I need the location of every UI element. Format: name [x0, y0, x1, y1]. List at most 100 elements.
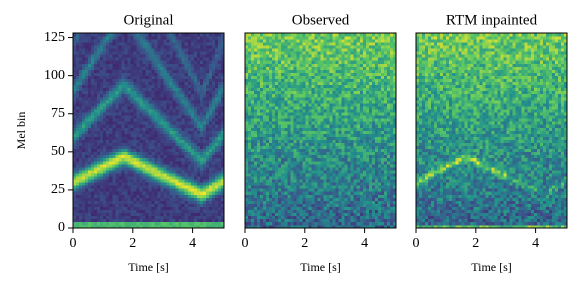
cell	[176, 146, 179, 149]
cell	[293, 70, 296, 73]
cell	[142, 60, 145, 63]
cell	[327, 213, 330, 216]
cell	[254, 161, 257, 164]
cell	[251, 103, 254, 106]
cell	[308, 185, 311, 188]
cell	[79, 161, 82, 164]
cell	[215, 155, 218, 158]
cell	[164, 134, 167, 137]
cell	[260, 42, 263, 45]
cell	[82, 103, 85, 106]
cell	[215, 67, 218, 70]
cell	[209, 185, 212, 188]
cell	[176, 161, 179, 164]
cell	[142, 137, 145, 140]
cell	[321, 155, 324, 158]
cell	[266, 115, 269, 118]
cell	[185, 124, 188, 127]
cell	[321, 143, 324, 146]
cell	[106, 207, 109, 210]
cell	[103, 36, 106, 39]
cell	[133, 137, 136, 140]
cell	[121, 210, 124, 213]
cell	[167, 57, 170, 60]
cell	[296, 164, 299, 167]
cell	[203, 219, 206, 222]
cell	[260, 170, 263, 173]
cell	[263, 103, 266, 106]
cell	[284, 219, 287, 222]
cell	[127, 76, 130, 79]
cell	[293, 39, 296, 42]
cell	[103, 85, 106, 88]
cell	[200, 118, 203, 121]
cell	[103, 213, 106, 216]
cell	[127, 167, 130, 170]
cell	[182, 36, 185, 39]
cell	[91, 176, 94, 179]
cell	[302, 216, 305, 219]
cell	[158, 82, 161, 85]
cell	[191, 88, 194, 91]
cell	[130, 39, 133, 42]
cell	[112, 213, 115, 216]
cell	[121, 100, 124, 103]
cell	[251, 149, 254, 152]
cell	[290, 191, 293, 194]
cell	[133, 158, 136, 161]
cell	[269, 103, 272, 106]
cell	[218, 73, 221, 76]
cell	[85, 76, 88, 79]
cell	[124, 97, 127, 100]
cell	[272, 73, 275, 76]
cell	[103, 176, 106, 179]
cell	[106, 124, 109, 127]
cell	[121, 173, 124, 176]
cell	[311, 182, 314, 185]
cell	[76, 216, 79, 219]
cell	[130, 94, 133, 97]
cell	[317, 170, 320, 173]
cell	[161, 161, 164, 164]
cell	[158, 79, 161, 82]
cell	[260, 127, 263, 130]
cell	[209, 167, 212, 170]
cell	[109, 85, 112, 88]
cell	[254, 185, 257, 188]
cell	[287, 201, 290, 204]
cell	[179, 176, 182, 179]
cell	[176, 88, 179, 91]
cell	[275, 216, 278, 219]
cell	[281, 207, 284, 210]
cell	[321, 188, 324, 191]
cell	[311, 207, 314, 210]
cell	[290, 106, 293, 109]
cell	[293, 124, 296, 127]
cell	[121, 134, 124, 137]
cell	[257, 146, 260, 149]
cell	[209, 149, 212, 152]
cell	[296, 48, 299, 51]
cell	[149, 124, 152, 127]
cell	[76, 57, 79, 60]
cell	[188, 115, 191, 118]
cell	[218, 131, 221, 134]
cell	[173, 134, 176, 137]
cell	[317, 79, 320, 82]
cell	[284, 222, 287, 225]
cell	[124, 182, 127, 185]
cell	[290, 88, 293, 91]
cell	[191, 82, 194, 85]
cell	[194, 149, 197, 152]
cell	[88, 143, 91, 146]
cell	[257, 137, 260, 140]
cell	[317, 91, 320, 94]
cell	[176, 155, 179, 158]
cell	[263, 63, 266, 66]
cell	[82, 158, 85, 161]
cell	[263, 42, 266, 45]
cell	[272, 143, 275, 146]
cell	[97, 146, 100, 149]
cell	[185, 45, 188, 48]
cell	[197, 100, 200, 103]
